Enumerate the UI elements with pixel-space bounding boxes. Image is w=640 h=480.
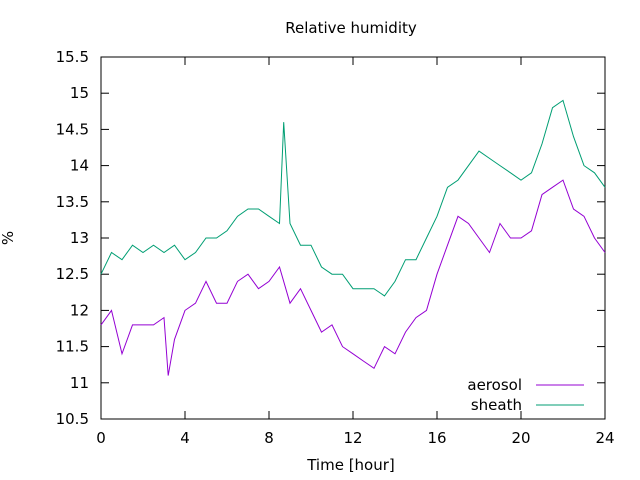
y-tick-label: 14.5 [56, 120, 89, 138]
plot-frame [100, 56, 606, 420]
series-layer [100, 99, 606, 376]
y-tick-label: 12.5 [56, 265, 89, 283]
y-tick-label: 15 [70, 84, 89, 102]
y-tick-label: 11 [70, 374, 89, 392]
y-tick-label: 15.5 [56, 48, 89, 66]
series-line-sheath [100, 99, 606, 297]
legend: aerosol sheath [467, 376, 584, 414]
x-axis-label: Time [hour] [306, 456, 395, 474]
legend-label-sheath: sheath [471, 396, 522, 414]
x-tick-label: 12 [343, 429, 362, 447]
y-tick-label: 13.5 [56, 193, 89, 211]
y-tick-label: 14 [70, 157, 89, 175]
series-line-aerosol [100, 179, 606, 376]
y-axis-label: % [0, 231, 17, 245]
y-tick-label: 12 [70, 301, 89, 319]
x-tick-label: 0 [96, 429, 106, 447]
legend-label-aerosol: aerosol [467, 376, 522, 394]
x-tick-label: 20 [511, 429, 530, 447]
chart-title: Relative humidity [285, 19, 417, 37]
x-tick-label: 16 [427, 429, 446, 447]
y-tick-label: 13 [70, 229, 89, 247]
x-tick-label: 8 [264, 429, 274, 447]
x-axis: 0 4 8 12 16 20 24 [96, 57, 615, 447]
y-tick-label: 10.5 [56, 410, 89, 428]
x-tick-label: 4 [180, 429, 190, 447]
y-tick-label: 11.5 [56, 338, 89, 356]
y-axis: 10.5 11 11.5 12 12.5 13 13.5 14 14.5 15 15.5 [56, 48, 605, 428]
x-tick-label: 24 [595, 429, 614, 447]
